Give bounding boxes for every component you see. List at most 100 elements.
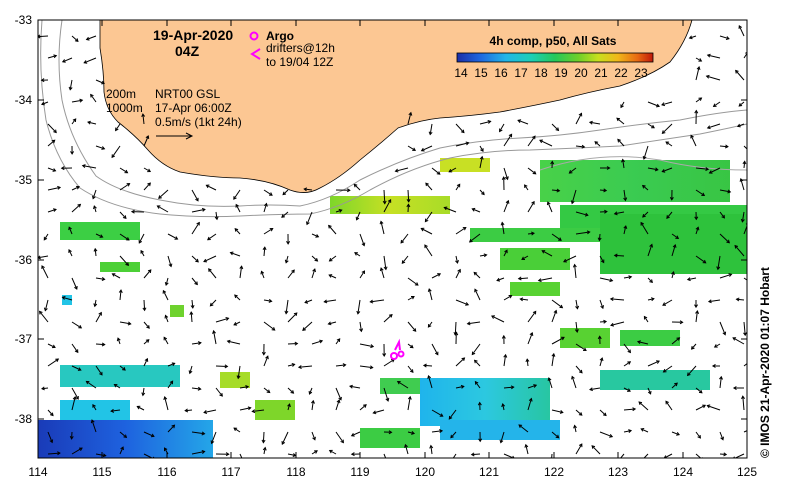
current-vector [455, 299, 469, 306]
current-vector [695, 57, 702, 62]
colorbar-tick: 14 [454, 66, 468, 80]
current-vector-head [141, 392, 146, 397]
current-vector [527, 232, 535, 235]
current-vector [407, 365, 414, 373]
current-vector [157, 205, 169, 213]
current-vector [499, 123, 505, 132]
current-vector [203, 409, 217, 413]
current-vector-head [481, 191, 485, 196]
current-vector [421, 228, 433, 235]
current-vector [263, 247, 266, 257]
current-vector-head [694, 304, 699, 309]
current-vector-head [570, 200, 575, 205]
current-vector [298, 365, 313, 368]
current-vector-head [560, 336, 565, 341]
current-vector-head [388, 313, 393, 318]
current-vector [454, 321, 457, 335]
current-vector-head [698, 389, 703, 394]
current-vector [95, 145, 105, 150]
current-vector-head [150, 433, 155, 438]
current-vector-head [429, 444, 434, 449]
current-vector [599, 321, 607, 323]
current-vector [575, 113, 582, 125]
current-vector [287, 269, 295, 279]
current-vector-head [90, 93, 94, 98]
x-tick-label: 119 [350, 465, 369, 479]
current-vector [429, 123, 433, 135]
current-vector-head [142, 307, 147, 312]
current-vector [383, 387, 389, 402]
current-vector [383, 255, 387, 270]
current-vector [551, 299, 563, 309]
current-vector-head [686, 277, 691, 282]
current-vector [191, 299, 194, 308]
current-vector [599, 277, 613, 282]
current-vector [311, 340, 323, 345]
colorbar-tick: 16 [494, 66, 508, 80]
current-vector [287, 403, 291, 411]
current-vector-head [740, 218, 745, 223]
current-vector-head [125, 262, 130, 267]
current-vector-head [268, 298, 273, 303]
current-vector-head [233, 427, 238, 432]
current-vector [215, 317, 229, 323]
current-vector-head [111, 154, 116, 159]
current-vector-head [499, 439, 504, 444]
current-vector [373, 409, 385, 414]
current-vector [383, 359, 395, 367]
current-vector [335, 209, 342, 213]
current-vector-head [597, 335, 602, 340]
current-vector [233, 189, 241, 200]
current-vector-head [282, 191, 287, 196]
current-vector-head [694, 109, 699, 114]
current-vector [239, 453, 243, 458]
current-vector-head [742, 160, 747, 165]
current-vector [47, 167, 56, 172]
current-vector [143, 339, 150, 345]
current-vector [287, 387, 294, 394]
current-vector-head [203, 258, 208, 263]
current-vector-head [294, 341, 299, 346]
current-vector-head [52, 168, 57, 172]
current-vector-head [400, 239, 405, 244]
current-vector-head [79, 98, 84, 103]
drifter-label-2: to 19/04 12Z [266, 55, 333, 69]
current-vector-head [127, 321, 132, 326]
current-vector-head [49, 412, 54, 417]
current-vector-head [686, 372, 691, 377]
current-vector [662, 167, 673, 173]
current-vector [47, 186, 61, 191]
current-vector [479, 145, 484, 152]
current-vector-head [101, 277, 106, 281]
current-vector-head [613, 211, 618, 216]
current-vector [304, 299, 313, 304]
current-vector [719, 189, 731, 193]
current-vector-head [518, 424, 523, 428]
current-vector [689, 35, 697, 39]
vector-scale-arrow [156, 132, 194, 140]
current-vector [311, 255, 318, 262]
current-vector [263, 387, 271, 393]
current-vector [185, 409, 193, 412]
current-vector [662, 123, 673, 134]
colorbar-tick: 23 [634, 66, 648, 80]
current-vector [719, 453, 727, 455]
axis-ticks [37, 19, 748, 458]
current-vector [407, 145, 416, 151]
current-vector [239, 386, 249, 389]
current-vector-head [578, 443, 583, 448]
current-vector-head [383, 266, 388, 271]
current-vector [695, 453, 702, 458]
current-vector-head [735, 297, 740, 302]
current-vector-head [41, 101, 45, 106]
current-vector [695, 431, 701, 439]
current-vector-head [122, 367, 126, 371]
current-vector [47, 139, 56, 147]
current-vector-head [408, 111, 413, 116]
current-vector-head [623, 197, 628, 202]
current-vector-head [439, 429, 444, 433]
current-vector-head [473, 359, 478, 364]
current-vector-head [328, 257, 333, 262]
current-vector-head [708, 170, 713, 174]
current-vector-head [461, 357, 466, 362]
